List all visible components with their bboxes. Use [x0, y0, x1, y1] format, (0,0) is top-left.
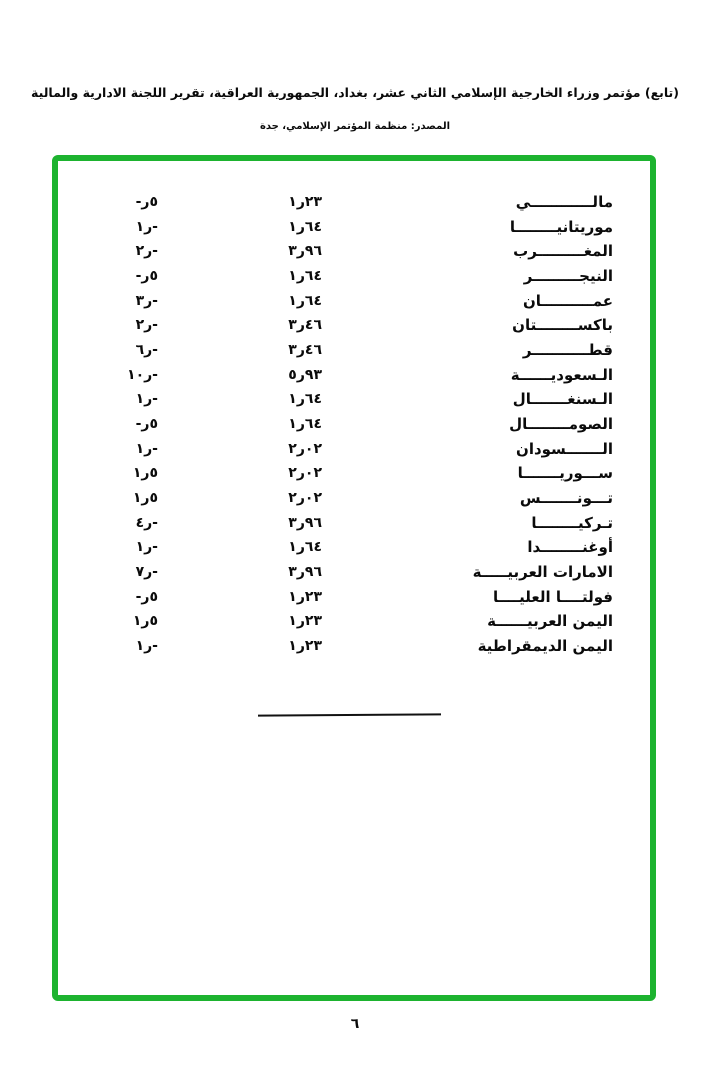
- table-row: ٢ر- ٣ر٤٦ باكســــــــتان: [58, 313, 650, 338]
- country-name: الصومــــــــال: [509, 414, 613, 433]
- country-name: اليمن العربيــــــة: [487, 612, 613, 631]
- table-row: ١ر- ١ر٦٤ الـسنغـــــــال: [58, 387, 650, 412]
- country-name: مالــــــــــــي: [515, 193, 613, 211]
- assessment-scale-value: ١ر-: [135, 637, 158, 654]
- contribution-percentage-value: ١ر٦٤: [288, 415, 322, 432]
- table-row: ١ر- ١ر٦٤ أوغنــــــــدا: [58, 535, 650, 560]
- assessment-scale-value: ٧ر-: [135, 563, 158, 580]
- country-name: اليمن الديمقراطية: [477, 636, 613, 655]
- country-name: فولتــــا العليــــا: [493, 587, 613, 606]
- contribution-percentage-value: ٣ر٩٦: [288, 514, 322, 531]
- country-name: النيجـــــــــر: [523, 266, 613, 285]
- contribution-percentage-value: ٣ر٩٦: [288, 563, 322, 580]
- contribution-percentage-value: ١ر٦٤: [288, 218, 322, 235]
- country-name: أوغنــــــــدا: [527, 538, 613, 557]
- contribution-percentage-value: ١ر٢٣: [288, 194, 322, 210]
- assessment-scale-value: ١ر٥: [132, 489, 158, 506]
- table-row: ١ر- ١ر٢٣ اليمن الديمقراطية: [58, 634, 650, 659]
- contribution-percentage-value: ١ر٦٤: [288, 391, 322, 408]
- assessment-scale-value: ١ر-: [135, 391, 158, 408]
- contribution-percentage-value: ٣ر٤٦: [288, 317, 322, 334]
- country-name: باكســــــــتان: [512, 316, 613, 335]
- country-name: عمــــــــــان: [522, 291, 613, 310]
- table-row: ١ر- ١ر٦٤ موريتانيــــــــا: [58, 215, 650, 240]
- assessment-scale-value: ٢ر-: [135, 243, 158, 260]
- end-of-table-divider: [257, 713, 442, 717]
- contribution-percentage-value: ١ر٢٣: [288, 637, 322, 654]
- table-row: -ر٥ ١ر٦٤ الصومــــــــال: [58, 412, 650, 437]
- table-row: ٧ر- ٣ر٩٦ الامارات العربيـــــة: [58, 560, 650, 585]
- country-name: قطـــــــــــر: [522, 340, 613, 359]
- assessment-scale-value: ٢ر-: [135, 317, 158, 334]
- contribution-percentage-value: ١ر٢٣: [288, 613, 322, 630]
- assessment-scale-value: ١٠ر-: [127, 366, 158, 383]
- contribution-percentage-value: ٢ر٠٢: [288, 440, 322, 457]
- assessment-scale-value: ١ر-: [135, 218, 158, 235]
- contribution-percentage-value: ٥ر٩٣: [288, 366, 322, 383]
- table-row: -ر٥ ١ر٦٤ النيجـــــــــر: [58, 264, 650, 289]
- table-row: ٢ر- ٣ر٩٦ المغـــــــــرب: [58, 239, 650, 264]
- country-name: تـــونـــــــس: [519, 488, 613, 507]
- contribution-percentage-value: ١ر٦٤: [288, 292, 322, 309]
- assessment-scale-value: ٤ر-: [135, 514, 158, 531]
- contribution-percentage-value: ٢ر٠٢: [288, 489, 322, 506]
- assessment-scale-value: ٦ر-: [135, 341, 158, 358]
- table-row: ١ر٥ ١ر٢٣ اليمن العربيــــــة: [58, 609, 650, 634]
- contribution-percentage-value: ١ر٦٤: [288, 539, 322, 556]
- table-row: ١ر٥ ٢ر٠٢ ســـوريـــــــا: [58, 461, 650, 486]
- assessment-scale-value: -ر٥: [135, 194, 158, 210]
- country-name: الامارات العربيـــــة: [472, 562, 613, 581]
- assessment-scale-value: ١ر-: [135, 440, 158, 457]
- assessment-scale-value: ٣ر-: [135, 292, 158, 309]
- assessment-scale-value: -ر٥: [135, 267, 158, 284]
- country-name: ســـوريـــــــا: [517, 464, 613, 483]
- contribution-percentage-value: ٣ر٩٦: [288, 243, 322, 260]
- contribution-percentage-value: ٣ر٤٦: [288, 341, 322, 358]
- page-number: ٦: [350, 1016, 360, 1032]
- assessment-scale-value: -ر٥: [135, 588, 158, 605]
- table-row: ١ر- ٢ر٠٢ الـــــــسودان: [58, 437, 650, 462]
- assessment-scale-value: ١ر٥: [132, 465, 158, 482]
- assessment-scale-value: ١ر٥: [132, 613, 158, 630]
- contribution-percentage-value: ٢ر٠٢: [288, 465, 322, 482]
- document-title: (تابع) مؤتمر وزراء الخارجية الإسلامي الث…: [31, 85, 679, 100]
- country-name: تـركيــــــــا: [531, 513, 613, 532]
- country-name: موريتانيــــــــا: [509, 217, 613, 236]
- contribution-percentage-value: ١ر٦٤: [288, 267, 322, 284]
- table-row: ٣ر- ١ر٦٤ عمــــــــــان: [58, 289, 650, 314]
- country-name: المغـــــــــرب: [513, 242, 613, 261]
- table-row: -ر٥ ١ر٢٣ مالــــــــــــي: [58, 190, 650, 215]
- country-name: الـسعوديــــــة: [510, 365, 613, 384]
- table-row: ٤ر- ٣ر٩٦ تـركيــــــــا: [58, 511, 650, 536]
- country-name: الـسنغـــــــال: [512, 390, 613, 409]
- table-row: ١٠ر- ٥ر٩٣ الـسعوديــــــة: [58, 363, 650, 388]
- country-name: الـــــــسودان: [516, 439, 613, 458]
- source-line: المصدر: منظمة المؤتمر الإسلامي، جدة: [259, 121, 451, 132]
- highlight-frame: -ر٥ ١ر٢٣ مالــــــــــــي ١ر- ١ر٦٤ موريت…: [52, 155, 656, 1001]
- contribution-table: -ر٥ ١ر٢٣ مالــــــــــــي ١ر- ١ر٦٤ موريت…: [58, 190, 650, 658]
- table-row: ٦ر- ٣ر٤٦ قطـــــــــــر: [58, 338, 650, 363]
- assessment-scale-value: ١ر-: [135, 539, 158, 556]
- contribution-percentage-value: ١ر٢٣: [288, 588, 322, 605]
- table-row: -ر٥ ١ر٢٣ فولتــــا العليــــا: [58, 585, 650, 610]
- table-row: ١ر٥ ٢ر٠٢ تـــونـــــــس: [58, 486, 650, 511]
- assessment-scale-value: -ر٥: [135, 415, 158, 432]
